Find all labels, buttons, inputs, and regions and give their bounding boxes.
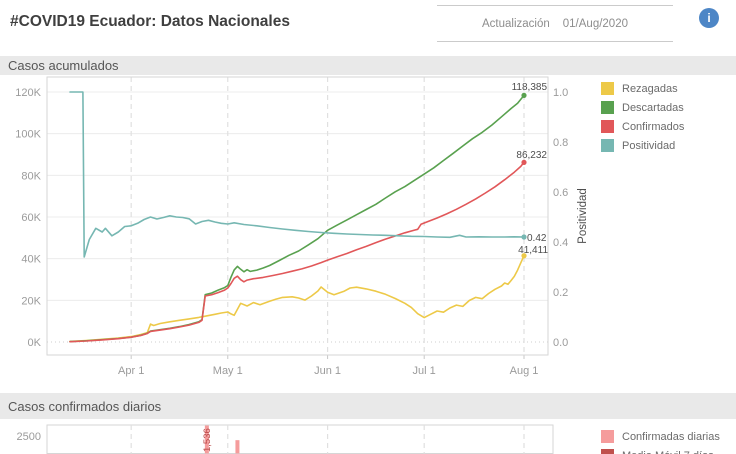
- x-axis-tick-label: Jun 1: [314, 365, 341, 377]
- positividad-swatch-icon: [601, 139, 614, 152]
- y-axis-tick-label: 0K: [28, 337, 42, 349]
- legend-item-descartadas[interactable]: Descartadas: [601, 98, 684, 117]
- media-movil-swatch-icon: [601, 449, 614, 454]
- right-axis-tick-label: 1.0: [553, 87, 568, 99]
- descartadas-swatch-icon: [601, 101, 614, 114]
- daily-bar-label: 1,536: [202, 428, 213, 452]
- y-axis-tick-label: 80K: [21, 170, 41, 182]
- x-axis-tick-label: Jul 1: [413, 365, 436, 377]
- right-axis-tick-label: 0.2: [553, 287, 568, 299]
- series-end-dot: [521, 234, 527, 240]
- daily-bar[interactable]: [204, 425, 209, 454]
- data-label-positividad: 0.42: [527, 233, 547, 244]
- daily-y-tick-label: 2500: [17, 431, 41, 443]
- x-axis-tick-label: Apr 1: [118, 365, 144, 377]
- data-label-rezagadas: 41,411: [518, 245, 548, 256]
- right-axis-title: Positividad: [577, 188, 589, 244]
- daily-plot-border: [46, 424, 554, 454]
- update-label: Actualización: [482, 17, 550, 30]
- plot-border: [46, 76, 549, 356]
- data-label-confirmados: 86,232: [516, 150, 547, 161]
- rezagadas-swatch-icon: [601, 82, 614, 95]
- series-line-rezagadas[interactable]: [69, 254, 525, 343]
- daily-bar[interactable]: [235, 440, 240, 454]
- update-box: Actualización 01/Aug/2020: [437, 5, 673, 42]
- x-axis-tick-label: May 1: [213, 365, 243, 377]
- data-label-descartadas: 118,385: [512, 82, 548, 93]
- y-axis-tick-label: 120K: [15, 87, 41, 99]
- legend-item-confirmados[interactable]: Confirmados: [601, 117, 684, 136]
- x-axis-tick-label: Aug 1: [510, 365, 539, 377]
- series-line-confirmados[interactable]: [69, 161, 525, 343]
- legend-acumulados: Rezagadas Descartadas Confirmados Positi…: [601, 79, 684, 155]
- series-end-dot: [521, 159, 527, 165]
- y-axis-tick-label: 40K: [21, 254, 41, 266]
- info-icon[interactable]: i: [699, 8, 719, 28]
- series-line-positividad[interactable]: [69, 91, 525, 258]
- legend-diarios: Confirmadas diarias Media Móvil 7 días: [601, 427, 720, 454]
- section-title: Casos acumulados: [8, 58, 119, 73]
- right-axis-tick-label: 0.0: [553, 337, 568, 349]
- legend-item-media-movil[interactable]: Media Móvil 7 días: [601, 446, 720, 454]
- y-axis-tick-label: 20K: [21, 295, 41, 307]
- confirmados-swatch-icon: [601, 120, 614, 133]
- legend-item-rezagadas[interactable]: Rezagadas: [601, 79, 684, 98]
- y-axis-tick-label: 100K: [15, 129, 41, 141]
- right-axis-tick-label: 0.4: [553, 237, 568, 249]
- confirmadas-diarias-swatch-icon: [601, 430, 614, 443]
- page-title: #COVID19 Ecuador: Datos Nacionales: [10, 13, 290, 30]
- right-axis-tick-label: 0.6: [553, 187, 568, 199]
- series-end-dot: [521, 253, 527, 259]
- section-header-diarios: Casos confirmados diarios: [0, 393, 736, 419]
- section-header-acumulados: Casos acumulados: [0, 56, 736, 75]
- legend-item-confirmadas-diarias[interactable]: Confirmadas diarias: [601, 427, 720, 446]
- right-axis-tick-label: 0.8: [553, 137, 568, 149]
- series-end-dot: [521, 92, 527, 98]
- update-value[interactable]: 01/Aug/2020: [562, 17, 628, 30]
- section-title: Casos confirmados diarios: [8, 398, 162, 414]
- y-axis-tick-label: 60K: [21, 212, 41, 224]
- legend-item-positividad[interactable]: Positividad: [601, 136, 684, 155]
